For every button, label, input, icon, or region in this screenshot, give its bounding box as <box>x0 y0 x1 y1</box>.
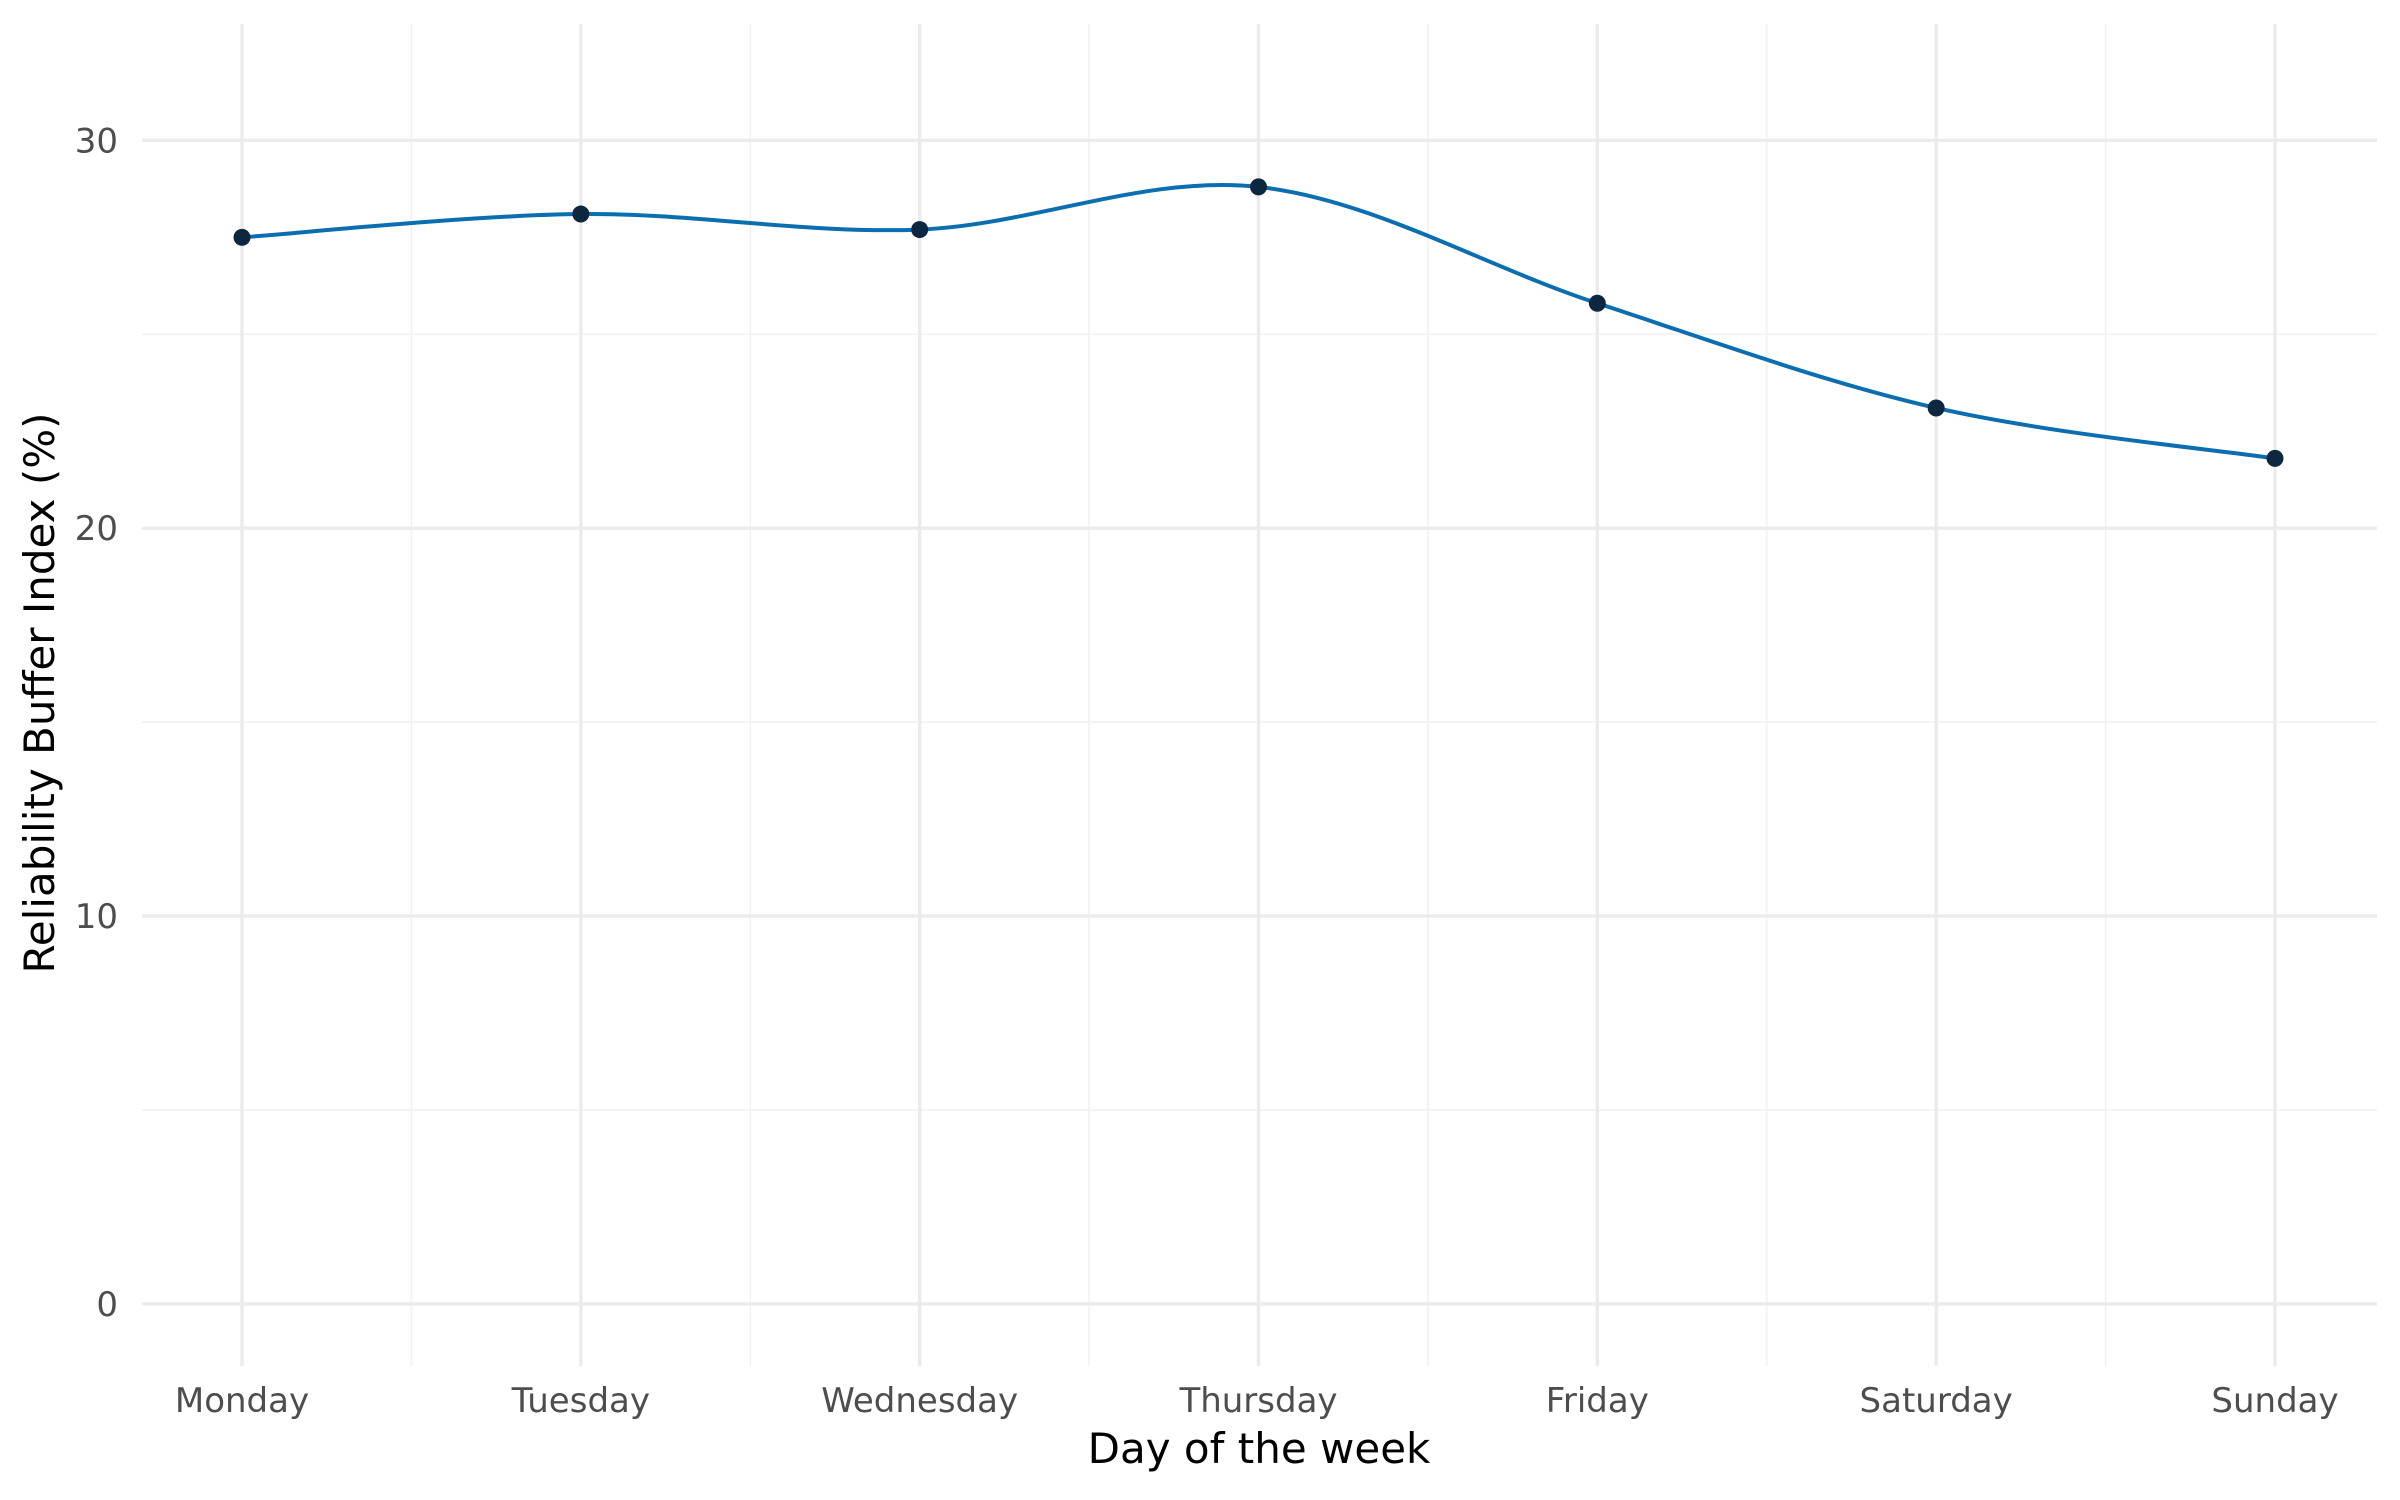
data-point <box>1927 399 1945 417</box>
data-point <box>572 205 590 223</box>
minor-gridlines-x <box>410 24 2107 1366</box>
x-tick-label: Sunday <box>2211 1381 2338 1421</box>
y-tick-label: 20 <box>75 509 118 549</box>
x-tick-label: Saturday <box>1860 1381 2013 1421</box>
data-point <box>2266 449 2284 467</box>
y-tick-label: 10 <box>75 897 118 937</box>
data-points <box>233 178 2284 467</box>
y-tick-labels: 0 10 20 30 <box>75 121 118 1325</box>
y-tick-label: 0 <box>96 1285 118 1325</box>
data-point <box>1250 178 1267 196</box>
major-gridlines-x <box>240 24 2277 1366</box>
y-tick-label: 30 <box>75 121 118 161</box>
data-point <box>911 221 929 239</box>
x-tick-label: Thursday <box>1178 1381 1337 1421</box>
y-axis-title: Reliability Buffer Index (%) <box>15 412 64 973</box>
x-axis-title: Day of the week <box>1088 1424 1431 1473</box>
data-point <box>1588 294 1606 312</box>
data-point <box>233 228 251 246</box>
x-tick-label: Friday <box>1546 1381 1649 1421</box>
x-tick-label: Tuesday <box>511 1381 650 1421</box>
x-tick-labels: Monday Tuesday Wednesday Thursday Friday Satu… <box>175 1381 2339 1421</box>
x-tick-label: Monday <box>175 1381 309 1421</box>
x-tick-label: Wednesday <box>821 1381 1018 1421</box>
